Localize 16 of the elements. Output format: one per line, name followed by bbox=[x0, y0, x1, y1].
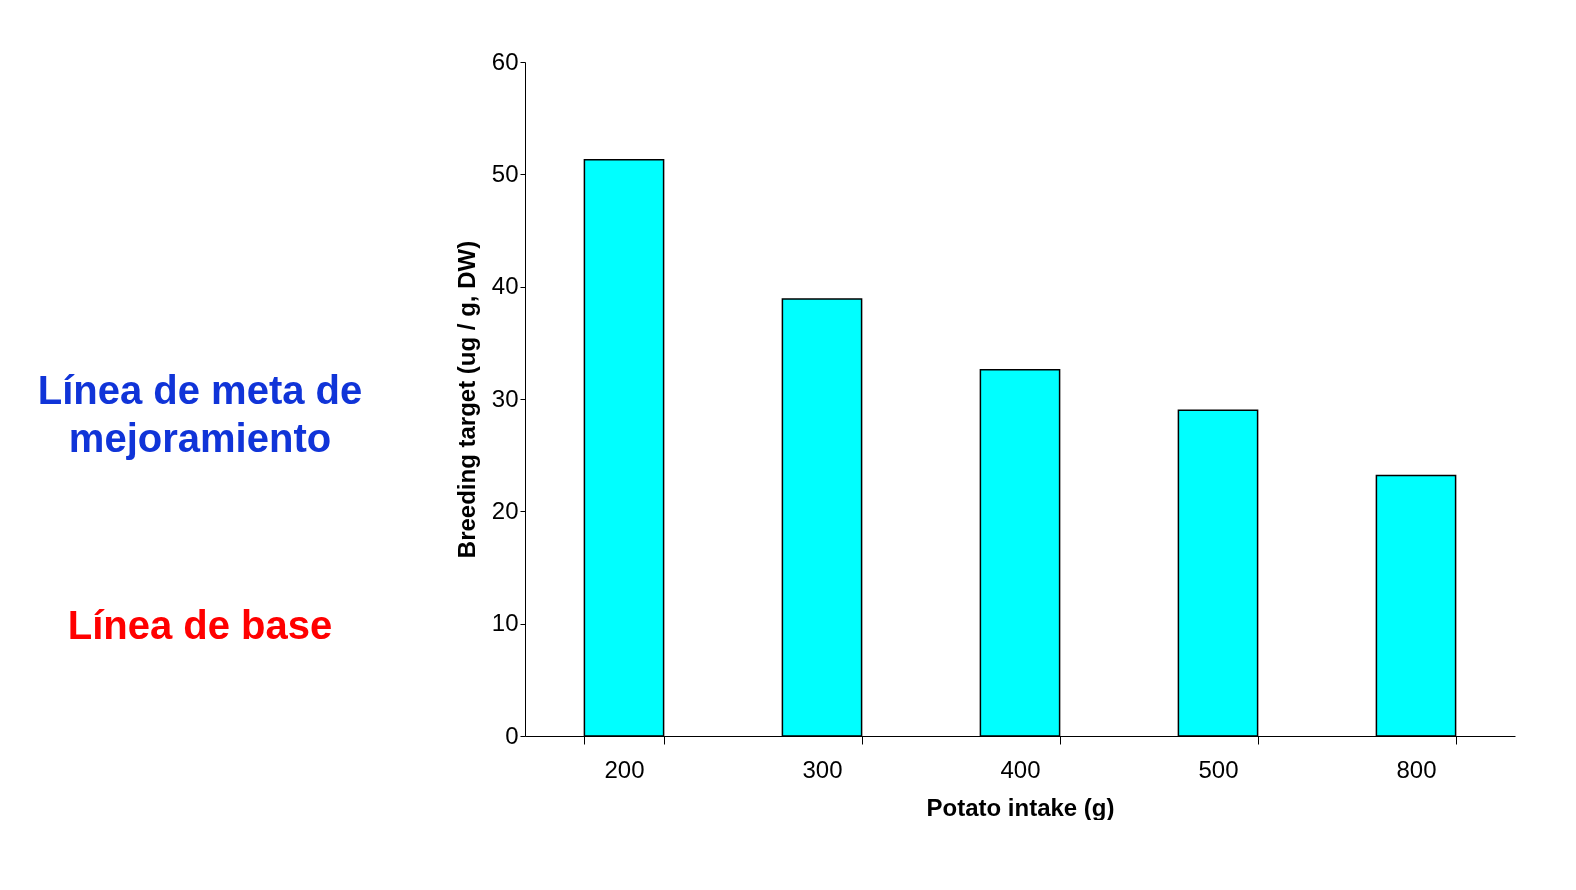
x-tick-label: 800 bbox=[1396, 755, 1437, 783]
y-tick-label: 40 bbox=[491, 272, 519, 300]
x-tick-label: 500 bbox=[1198, 755, 1239, 783]
y-tick-label: 50 bbox=[491, 159, 519, 187]
text: Línea de meta de mejoramiento bbox=[37, 368, 363, 460]
y-tick-label: 60 bbox=[491, 47, 519, 75]
x-tick-label: 400 bbox=[1000, 755, 1041, 783]
y-tick-label: 30 bbox=[491, 384, 519, 412]
y-tick-label: 10 bbox=[491, 609, 519, 637]
x-tick-label: 200 bbox=[604, 755, 645, 783]
x-tick-label: 300 bbox=[802, 755, 843, 783]
y-axis-title: Breeding target (ug / g, DW) bbox=[452, 240, 480, 559]
text: Línea de base bbox=[67, 603, 333, 647]
y-tick-label: 0 bbox=[505, 721, 519, 749]
x-axis-title: Potato intake (g) bbox=[926, 793, 1115, 821]
y-tick-label: 20 bbox=[491, 496, 519, 524]
